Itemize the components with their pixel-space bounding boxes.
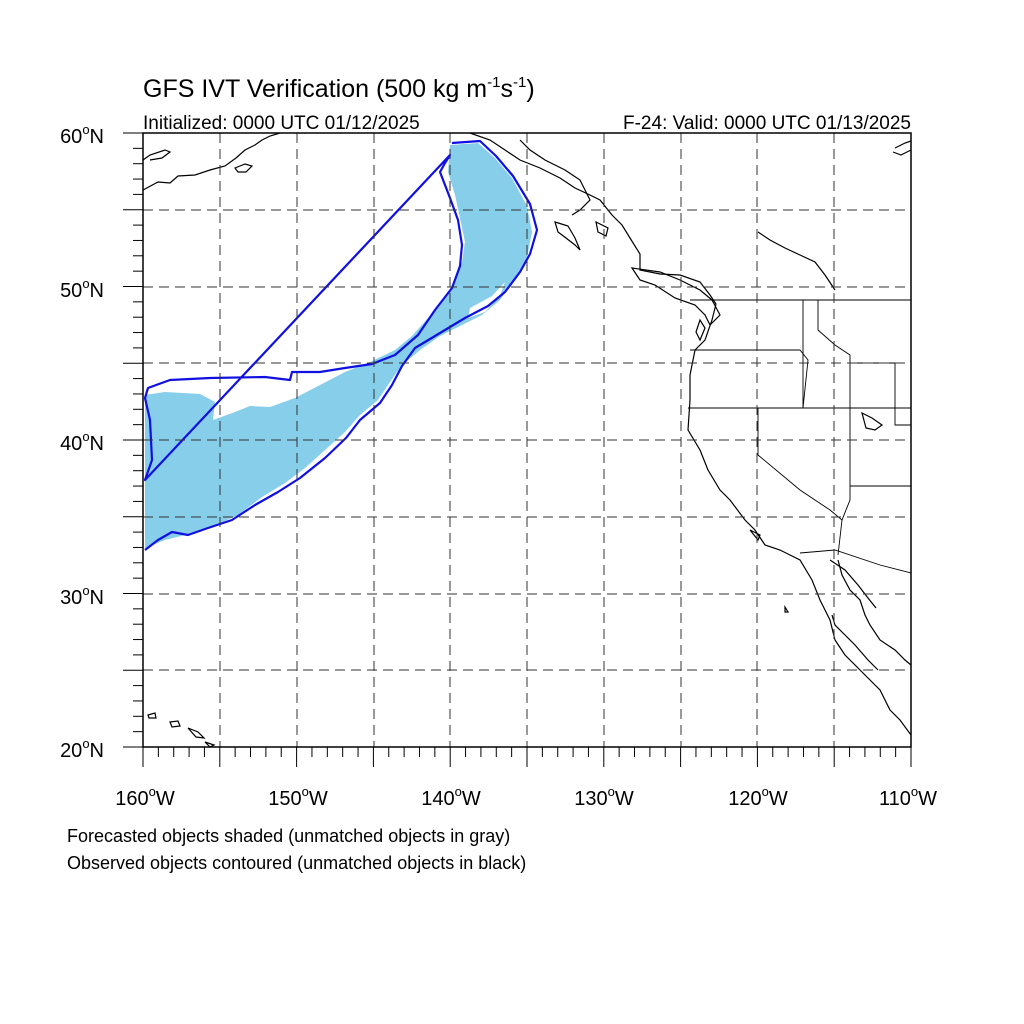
gridlines: [143, 133, 911, 747]
lon-label-150w: 150oW: [268, 784, 328, 810]
latitude-labels: 60oN 50oN 40oN 30oN 20oN: [60, 122, 104, 762]
lon-label-140w: 140oW: [421, 784, 481, 810]
forecast-gap: [468, 282, 505, 318]
lat-label-60: 60oN: [60, 122, 104, 148]
legend-forecast-note: Forecasted objects shaded (unmatched obj…: [67, 826, 510, 846]
lat-label-30: 30oN: [60, 583, 104, 609]
legend-observed-note: Observed objects contoured (unmatched ob…: [67, 853, 526, 873]
lat-label-40: 40oN: [60, 429, 104, 455]
lon-label-120w: 120oW: [728, 784, 788, 810]
political-borders: [688, 299, 911, 574]
coastlines: [143, 133, 911, 747]
forecast-object-shading: [145, 143, 532, 548]
figure-title: GFS IVT Verification (500 kg m-1s-1): [143, 74, 535, 103]
initialized-time: Initialized: 0000 UTC 01/12/2025: [143, 113, 420, 134]
longitude-labels: 160oW 150oW 140oW 130oW 120oW 110oW: [115, 784, 937, 810]
axis-ticks: [123, 132, 912, 767]
lon-label-130w: 130oW: [574, 784, 634, 810]
lat-label-20: 20oN: [60, 736, 104, 762]
valid-time: F-24: Valid: 0000 UTC 01/13/2025: [623, 113, 911, 134]
lon-label-160w: 160oW: [115, 784, 175, 810]
forecast-gap: [178, 383, 195, 390]
lat-label-50: 50oN: [60, 276, 104, 302]
lon-label-110w: 110oW: [879, 784, 937, 810]
